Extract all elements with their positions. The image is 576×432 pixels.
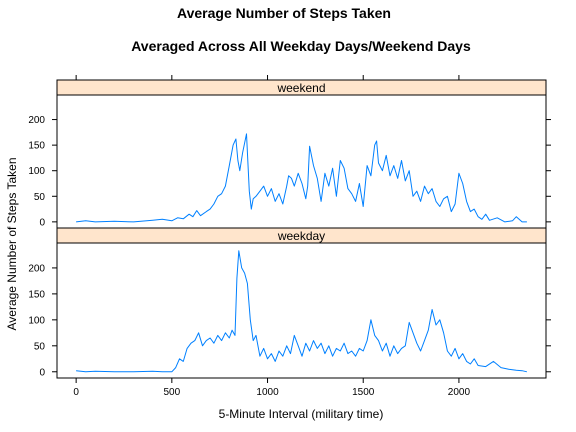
chart-subtitle: Averaged Across All Weekday Days/Weekend… (131, 38, 471, 54)
panel-weekday: weekday (56, 227, 547, 379)
plot-area-weekday (76, 250, 528, 373)
x-tick-label: 0 (73, 387, 79, 398)
y-tick-label-weekday: 0 (39, 367, 45, 378)
panel-weekend: weekend (56, 79, 547, 229)
y-tick-label-weekend: 150 (28, 141, 45, 152)
strip-label-weekday: weekday (277, 229, 325, 243)
x-tick-label: 1000 (256, 387, 279, 398)
y-tick-label-weekend: 0 (39, 217, 45, 228)
plot-area-weekend (76, 133, 527, 223)
y-tick-label-weekday: 100 (28, 315, 45, 326)
y-tick-label-weekend: 200 (28, 115, 45, 126)
x-axis-label: 5-Minute Interval (military time) (219, 407, 384, 421)
y-axis-label: Average Number of Steps Taken (5, 158, 19, 331)
y-tick-label-weekday: 200 (28, 263, 45, 274)
plot-frame-weekday (56, 227, 547, 379)
series-line-weekend (76, 133, 527, 223)
y-tick-label-weekday: 150 (28, 289, 45, 300)
series-line-weekday (76, 250, 528, 373)
x-tick-label: 500 (163, 387, 180, 398)
plot-frame-weekend (56, 79, 547, 229)
y-tick-label-weekend: 50 (34, 192, 46, 203)
y-tick-label-weekend: 100 (28, 166, 45, 177)
strip-label-weekend: weekend (276, 81, 325, 95)
chart-title: Average Number of Steps Taken (177, 5, 391, 21)
y-tick-label-weekday: 50 (34, 341, 46, 352)
x-tick-label: 2000 (448, 387, 471, 398)
x-tick-label: 1500 (352, 387, 375, 398)
